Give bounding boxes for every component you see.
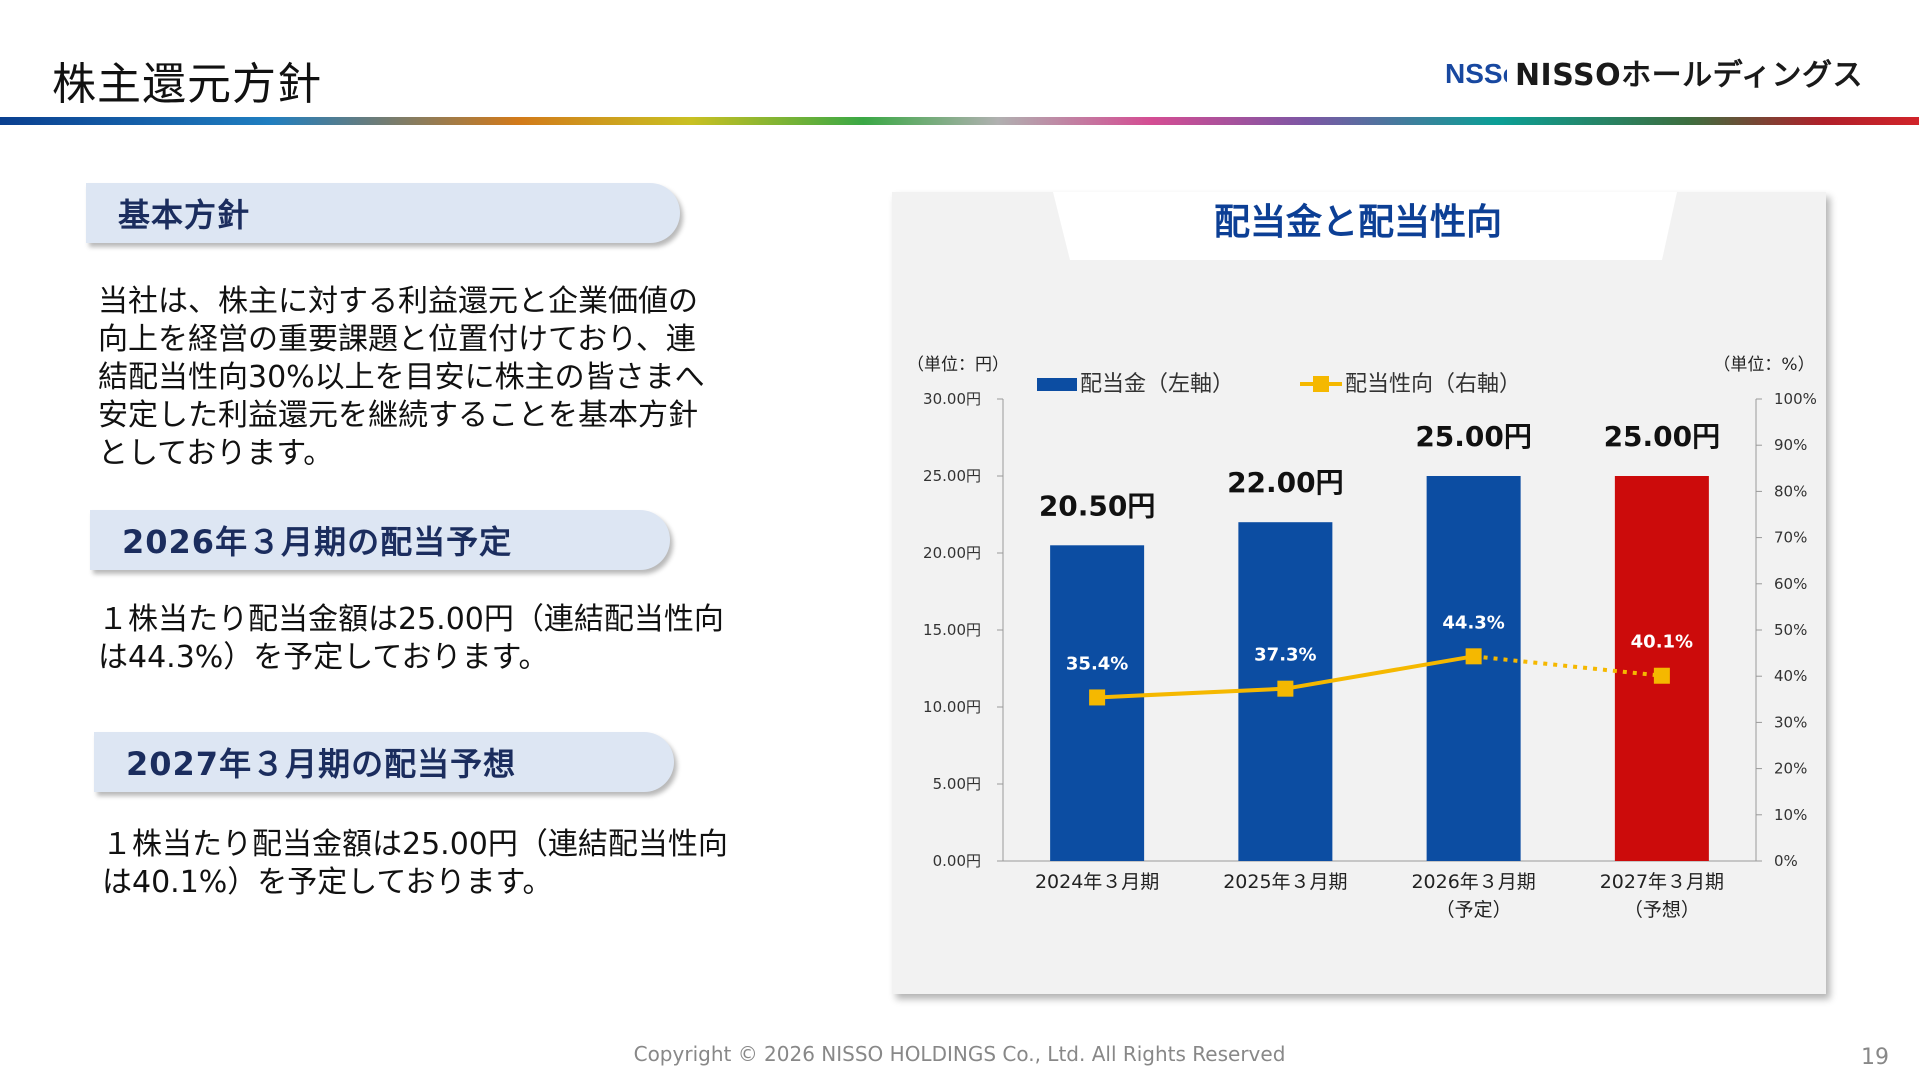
payout-ratio-marker <box>1277 680 1294 697</box>
section-heading-2026-dividend: 2026年３月期の配当予定 <box>90 510 670 570</box>
nisso-logo-icon: NSSo <box>1445 58 1507 89</box>
x-category-label: 2026年３月期 <box>1411 871 1535 893</box>
right-tick-label: 70% <box>1774 529 1807 547</box>
left-tick-label: 15.00円 <box>923 621 981 639</box>
x-category-label: 2024年３月期 <box>1035 871 1159 893</box>
header-divider <box>0 117 1919 125</box>
right-tick-label: 20% <box>1774 760 1807 778</box>
x-category-label: 2027年３月期 <box>1600 871 1724 893</box>
section-heading-label: 2026年３月期の配当予定 <box>122 523 513 561</box>
legend-dividend: 配当金（左軸） <box>1080 372 1234 397</box>
right-tick-label: 0% <box>1774 852 1798 870</box>
x-category-label: （予定） <box>1436 899 1512 921</box>
dividend-2026-text: １株当たり配当金額は25.00円（連結配当性向 は44.3%）を予定しております… <box>98 602 724 675</box>
payout-ratio-line-segment <box>1285 654 1474 691</box>
payout-ratio-line-segment <box>1097 686 1286 700</box>
section-heading-label: 基本方針 <box>118 196 251 234</box>
payout-ratio-line-segment <box>1473 654 1663 678</box>
chart-title-tab <box>1053 192 1677 260</box>
bar-value-label: 20.50円 <box>1039 489 1156 522</box>
legend-bar-swatch <box>1037 378 1077 391</box>
payout-ratio-label: 37.3% <box>1254 645 1316 666</box>
right-tick-label: 10% <box>1774 806 1807 824</box>
right-tick-label: 30% <box>1774 713 1807 731</box>
left-tick-label: 30.00円 <box>923 390 981 408</box>
left-tick-label: 20.00円 <box>923 544 981 562</box>
right-axis-unit: （単位：%） <box>1713 355 1814 375</box>
right-tick-label: 100% <box>1774 390 1817 408</box>
bar-dividend <box>1426 476 1521 861</box>
dividend-2027-text: １株当たり配当金額は25.00円（連結配当性向 は40.1%）を予定しております… <box>102 827 728 900</box>
payout-ratio-marker <box>1089 689 1106 706</box>
right-tick-label: 40% <box>1774 667 1807 685</box>
bar-value-label: 25.00円 <box>1604 420 1721 453</box>
payout-ratio-label: 44.3% <box>1442 612 1504 633</box>
x-category-label: 2025年３月期 <box>1223 871 1347 893</box>
left-tick-label: 5.00円 <box>933 775 981 793</box>
section-heading-2027-dividend: 2027年３月期の配当予想 <box>94 732 674 792</box>
bar-value-label: 25.00円 <box>1415 420 1532 453</box>
left-axis-unit: （単位：円） <box>907 355 1009 375</box>
page-title: 株主還元方針 <box>52 59 322 110</box>
right-tick-label: 60% <box>1774 575 1807 593</box>
payout-ratio-marker <box>1465 648 1482 665</box>
x-category-label: （予想） <box>1624 899 1700 921</box>
page-number: 19 <box>1861 1045 1889 1070</box>
svg-text:NSSo: NSSo <box>1445 58 1507 89</box>
logo-text: NISSOホールディングス <box>1514 58 1863 93</box>
left-tick-label: 25.00円 <box>923 467 981 485</box>
section-heading-basic-policy: 基本方針 <box>86 183 680 243</box>
chart-title: 配当金と配当性向 <box>1214 201 1502 243</box>
payout-ratio-marker <box>1653 667 1670 684</box>
legend-marker-swatch <box>1313 376 1329 392</box>
payout-ratio-label: 40.1% <box>1631 632 1693 653</box>
payout-ratio-label: 35.4% <box>1066 653 1128 674</box>
left-tick-label: 10.00円 <box>923 698 981 716</box>
section-heading-label: 2027年３月期の配当予想 <box>126 745 517 783</box>
company-logo: NSSo NISSOホールディングス <box>1445 50 1863 94</box>
legend-payout-ratio: 配当性向（右軸） <box>1345 372 1521 397</box>
basic-policy-text: 当社は、株主に対する利益還元と企業価値の 向上を経営の重要課題と位置付けており、… <box>98 284 705 471</box>
left-tick-label: 0.00円 <box>933 852 981 870</box>
right-tick-label: 50% <box>1774 621 1807 639</box>
right-tick-label: 80% <box>1774 482 1807 500</box>
bar-value-label: 22.00円 <box>1227 466 1344 499</box>
copyright: Copyright © 2026 NISSO HOLDINGS Co., Ltd… <box>633 1042 1286 1066</box>
right-tick-label: 90% <box>1774 436 1807 454</box>
